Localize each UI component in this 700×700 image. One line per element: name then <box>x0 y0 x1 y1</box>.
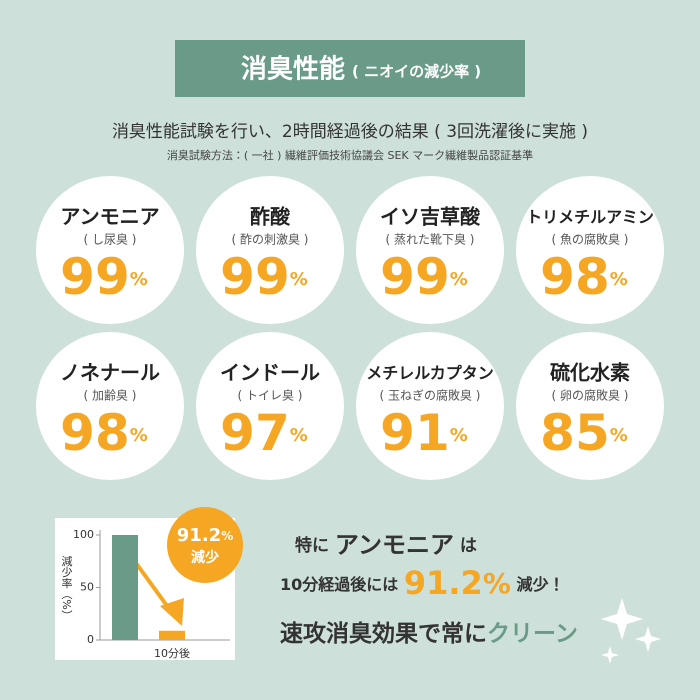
odor-name: イソ吉草酸 <box>380 205 481 229</box>
odor-unit: % <box>610 269 628 290</box>
odor-note: ( 魚の腐敗臭 ) <box>552 232 629 247</box>
callout-line: 10分経過後には 91.2% 減少！ <box>280 564 564 602</box>
title: 消臭性能 <box>241 55 345 85</box>
callout-text: 10分経過後には <box>280 575 398 594</box>
odor-name: ノネナール <box>60 361 160 385</box>
odor-value: 99 <box>60 248 130 306</box>
callout-line: 速攻消臭効果で常にクリーン <box>280 620 578 647</box>
odor-unit: % <box>450 269 468 290</box>
generated: アンモニア( し尿臭 )99%酢酸( 酢の刺激臭 )99%イソ吉草酸( 蒸れた靴… <box>36 176 664 660</box>
odor-name: 酢酸 <box>250 205 291 229</box>
y-tick-label: 50 <box>80 581 94 594</box>
title-box <box>175 40 525 97</box>
odor-value: 91 <box>380 404 450 462</box>
badge-value-line: 91.2% <box>177 525 233 546</box>
intro-line: 消臭性能試験を行い、2時間経過後の結果 ( 3回洗濯後に実施 ) <box>112 122 588 142</box>
badge-unit: % <box>221 529 233 543</box>
odor-unit: % <box>130 425 148 446</box>
odor-result: 85% <box>540 404 628 462</box>
odor-circle <box>196 332 344 480</box>
odor-unit: % <box>610 425 628 446</box>
callout-value: 91.2 <box>404 564 483 602</box>
odor-note: ( し尿臭 ) <box>84 233 137 247</box>
odor-result: 98% <box>540 248 628 306</box>
odor-unit: % <box>450 425 468 446</box>
callout-text: 減少！ <box>516 575 564 594</box>
odor-circle <box>36 176 184 324</box>
odor-circle <box>196 176 344 324</box>
odor-result: 98% <box>60 404 148 462</box>
callout-highlight: クリーン <box>487 621 578 647</box>
callout-line: 特に アンモニア は <box>295 531 477 559</box>
sparkle <box>635 626 661 652</box>
odor-result: 97% <box>220 404 308 462</box>
bar <box>112 535 138 640</box>
badge-value: 91.2 <box>177 525 221 546</box>
odor-note: ( トイレ臭 ) <box>238 389 303 403</box>
arrow-head <box>160 598 184 626</box>
badge <box>167 507 243 583</box>
odor-name: インドール <box>220 361 320 385</box>
x-tick-label: 10分後 <box>154 646 190 660</box>
odor-circle <box>36 332 184 480</box>
odor-result: 99% <box>60 248 148 306</box>
odor-name: メチレルカプタン <box>366 364 494 383</box>
odor-circle <box>356 332 504 480</box>
subtitle: ( ニオイの減少率 ) <box>352 63 481 81</box>
badge-label: 減少 <box>191 549 219 566</box>
odor-unit: % <box>290 269 308 290</box>
odor-value: 99 <box>220 248 290 306</box>
callout-unit: % <box>483 567 511 600</box>
intro-note: 消臭試験方法：( 一社 ) 繊維評価技術協議会 SEK マーク繊維製品認証基準 <box>167 148 533 162</box>
odor-circle <box>356 176 504 324</box>
callout-highlight: アンモニア <box>335 531 454 559</box>
odor-circle <box>516 176 664 324</box>
odor-note: ( 蒸れた靴下臭 ) <box>386 233 475 247</box>
bar <box>159 630 185 640</box>
odor-value: 97 <box>220 404 290 462</box>
odor-value: 85 <box>540 404 610 462</box>
sparkles <box>601 598 661 664</box>
odor-unit: % <box>290 425 308 446</box>
odor-note: ( 卵の腐敗臭 ) <box>552 388 629 403</box>
odor-name: アンモニア <box>60 205 159 229</box>
odor-unit: % <box>130 269 148 290</box>
y-tick-label: 100 <box>73 528 94 541</box>
y-tick-label: 0 <box>87 633 94 646</box>
odor-note: ( 玉ねぎの腐敗臭 ) <box>380 388 481 403</box>
odor-value: 98 <box>540 248 610 306</box>
odor-value: 99 <box>380 248 450 306</box>
sparkle <box>601 598 643 640</box>
sparkle <box>601 646 619 664</box>
odor-name: 硫化水素 <box>550 361 630 385</box>
odor-note: ( 酢の刺激臭 ) <box>232 232 309 247</box>
y-axis-label: 減少率（%） <box>60 554 73 621</box>
callout-text: 速攻消臭効果で常に <box>280 620 487 647</box>
callout-text: は <box>460 536 477 556</box>
callout-text: 特に <box>295 535 329 556</box>
odor-result: 99% <box>380 248 468 306</box>
odor-result: 99% <box>220 248 308 306</box>
odor-result: 91% <box>380 404 468 462</box>
odor-note: ( 加齢臭 ) <box>84 389 137 403</box>
odor-value: 98 <box>60 404 130 462</box>
odor-name: トリメチルアミン <box>526 208 654 227</box>
odor-circle <box>516 332 664 480</box>
